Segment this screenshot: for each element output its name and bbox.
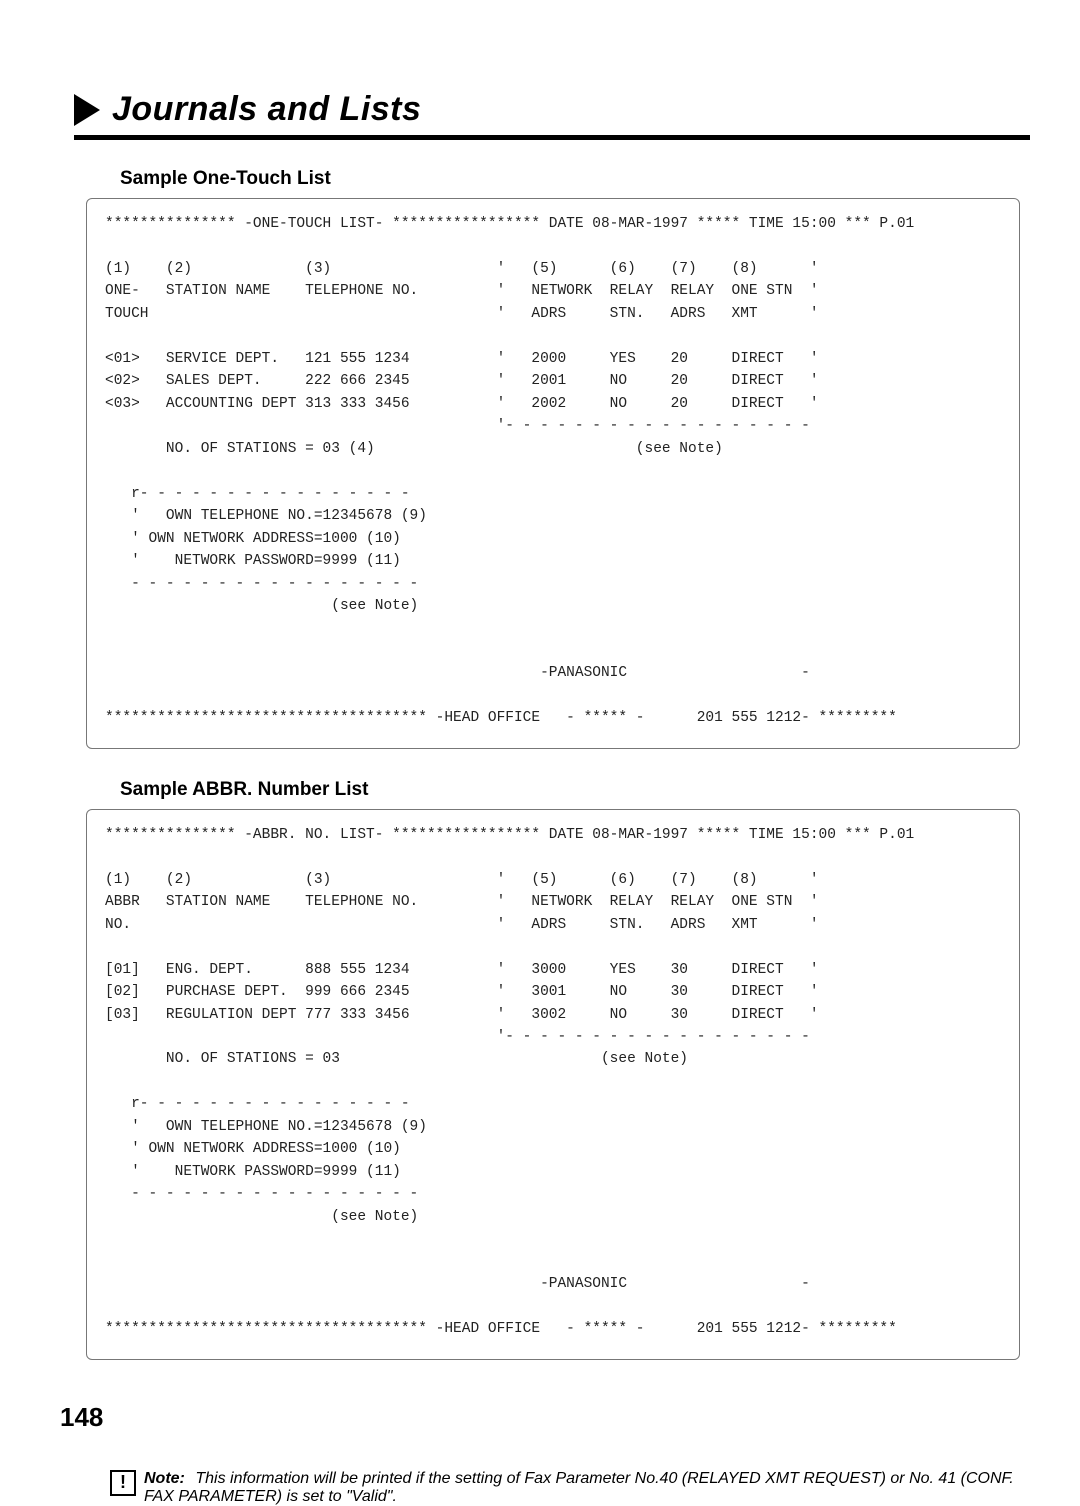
note-text: This information will be printed if the …	[144, 1470, 1014, 1505]
exclamation-icon: !	[110, 1470, 136, 1496]
note-label: Note:	[144, 1470, 185, 1487]
page-number: 148	[60, 1402, 103, 1433]
note-block: ! Note: This information will be printed…	[110, 1470, 1030, 1506]
page-title: Journals and Lists	[112, 90, 421, 129]
section-title-abbr: Sample ABBR. Number List	[120, 779, 1030, 801]
abbr-printout: *************** -ABBR. NO. LIST- *******…	[86, 809, 1020, 1360]
triangle-icon	[74, 94, 100, 126]
page-header: Journals and Lists	[74, 90, 1030, 140]
section-title-one-touch: Sample One-Touch List	[120, 168, 1030, 190]
one-touch-printout: *************** -ONE-TOUCH LIST- *******…	[86, 198, 1020, 749]
